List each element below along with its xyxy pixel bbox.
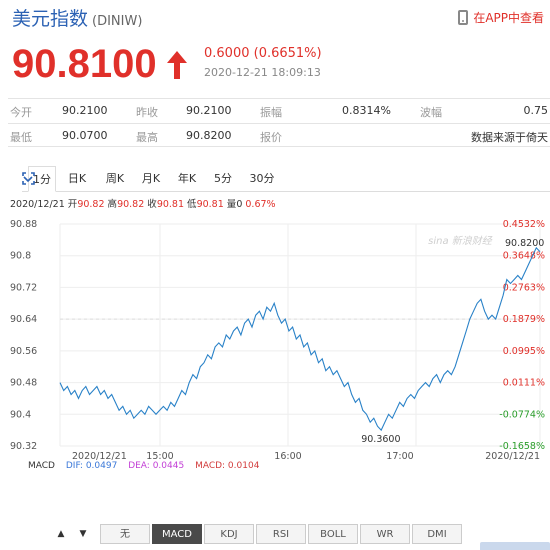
stat-label: 今开: [10, 106, 32, 119]
open-in-app-label: 在APP中查看: [473, 11, 544, 25]
indicator-none-button[interactable]: 无: [100, 524, 150, 544]
stats-row: 最低 90.0700 最高 90.8200 报价 数据来源于倚天: [8, 123, 550, 147]
pct-tick-label: 0.3648%: [503, 251, 545, 262]
y-tick-label: 90.8: [10, 251, 31, 262]
header: 美元指数 (DINIW) 在APP中查看: [0, 0, 550, 34]
pct-tick-label: -0.0774%: [499, 409, 545, 420]
stat-value: 90.8200: [186, 129, 232, 142]
stat-value: 0.75: [523, 104, 549, 117]
y-tick-label: 90.56: [10, 346, 37, 357]
tab-5min[interactable]: 5分: [214, 172, 232, 185]
stat-value: 90.2100: [62, 104, 108, 117]
info-date: 2020/12/21: [10, 199, 65, 210]
y-tick-label: 90.72: [10, 282, 37, 293]
tab-30min[interactable]: 30分: [249, 172, 275, 185]
price-line: [59, 246, 541, 432]
symbol-code: (DINIW): [92, 14, 143, 29]
pct-tick-label: 0.0111%: [503, 378, 545, 389]
stat-label: 报价: [260, 131, 282, 144]
period-tabs: 1分 日K 周K 月K 年K 5分 30分: [22, 166, 550, 192]
x-axis-labels: 2020/12/21 15:00 16:00 17:00 2020/12/21: [72, 451, 540, 462]
info-open-label: 开: [67, 199, 78, 210]
bottom-bar-partial: [480, 542, 550, 550]
indicator-wr-button[interactable]: WR: [360, 524, 410, 544]
quote-timestamp: 2020-12-21 18:09:13: [204, 66, 321, 79]
info-pct: 0.67%: [245, 199, 276, 210]
tab-monthly[interactable]: 月K: [141, 172, 161, 185]
indicator-rsi-button[interactable]: RSI: [256, 524, 306, 544]
info-close: 90.81: [156, 199, 185, 210]
quote-summary: 90.8100 0.6000 (0.6651%) 2020-12-21 18:0…: [0, 38, 550, 88]
page-title: 美元指数 (DINIW): [12, 4, 142, 31]
prev-indicator-button[interactable]: ▲: [57, 529, 65, 539]
info-vol-label: 量: [226, 199, 237, 210]
stat-label: 最高: [136, 131, 158, 144]
stat-label: 波幅: [420, 106, 442, 119]
chart-grid: [59, 223, 541, 447]
y-tick-label: 90.4: [10, 409, 31, 420]
macd-dea: DEA: 0.0445: [128, 461, 185, 471]
x-tick-label: 16:00: [274, 451, 301, 462]
stat-value: 90.0700: [62, 129, 108, 142]
pct-tick-label: 0.4532%: [503, 219, 545, 230]
pct-tick-label: 0.2763%: [503, 282, 545, 293]
y-tick-label: 90.32: [10, 441, 37, 452]
open-in-app-link[interactable]: 在APP中查看: [458, 9, 544, 26]
info-low: 90.81: [196, 199, 224, 210]
indicator-kdj-button[interactable]: KDJ: [204, 524, 254, 544]
y-tick-label: 90.64: [10, 314, 37, 325]
pct-axis-labels: 0.4532% 0.3648% 0.2763% 0.1879% 0.0995% 0.011…: [499, 219, 545, 452]
info-vol: 0: [236, 199, 243, 210]
stat-label: 振幅: [260, 106, 282, 119]
y-axis-labels: 90.88 90.8 90.72 90.64 90.56 90.48 90.4 90.32: [10, 219, 37, 452]
macd-value: MACD: 0.0104: [195, 461, 260, 471]
x-tick-label: 2020/12/21: [485, 451, 540, 462]
info-high-label: 高: [107, 199, 118, 210]
pct-tick-label: -0.1658%: [499, 441, 545, 452]
title-text: 美元指数: [12, 8, 89, 30]
info-open: 90.82: [77, 199, 105, 210]
chevron-down-icon[interactable]: [22, 173, 34, 185]
stats-row: 今开 90.2100 昨收 90.2100 振幅 0.8314% 波幅 0.75: [8, 98, 550, 122]
stats-table: 今开 90.2100 昨收 90.2100 振幅 0.8314% 波幅 0.75…: [8, 98, 550, 150]
pct-tick-label: 0.0995%: [503, 346, 545, 357]
phone-icon: [458, 10, 469, 25]
info-high: 90.82: [117, 199, 145, 210]
next-indicator-button[interactable]: ▼: [79, 529, 87, 539]
watermark: sina 新浪财经: [428, 235, 493, 247]
stat-value: 90.2100: [186, 104, 232, 117]
stat-label: 昨收: [136, 106, 158, 119]
fullscreen-icon[interactable]: [22, 172, 35, 185]
stat-value: 数据来源于倚天: [471, 131, 548, 144]
macd-legend: MACD DIF: 0.0497 DEA: 0.0445 MACD: 0.010…: [28, 461, 267, 471]
arrow-up-icon: [167, 51, 187, 79]
macd-dif: DIF: 0.0497: [65, 461, 118, 471]
low-marker-label: 90.3600: [361, 434, 400, 445]
ohlc-info-bar: 2020/12/21 开90.82 高90.82 收90.81 低90.81 量…: [10, 196, 276, 210]
indicator-macd-button[interactable]: MACD: [152, 524, 202, 544]
x-tick-label: 15:00: [146, 451, 173, 462]
tab-weekly[interactable]: 周K: [105, 172, 125, 185]
indicator-boll-button[interactable]: BOLL: [308, 524, 358, 544]
tab-yearly[interactable]: 年K: [177, 172, 197, 185]
indicator-toolbar: ▲ ▼ 无 MACD KDJ RSI BOLL WR DMI: [50, 524, 550, 544]
macd-title: MACD: [28, 461, 55, 471]
intraday-chart[interactable]: 90.88 90.8 90.72 90.64 90.56 90.48 90.4 90.32 0…: [0, 0, 550, 470]
tab-daily[interactable]: 日K: [67, 172, 87, 185]
info-low-label: 低: [187, 199, 197, 210]
current-price: 90.8100: [12, 42, 157, 86]
high-marker-label: 90.8200: [505, 238, 544, 249]
x-tick-label: 17:00: [386, 451, 413, 462]
stat-value: 0.8314%: [342, 104, 391, 117]
stat-label: 最低: [10, 131, 32, 144]
pct-tick-label: 0.1879%: [503, 314, 545, 325]
price-change: 0.6000 (0.6651%): [204, 46, 322, 61]
y-tick-label: 90.48: [10, 378, 37, 389]
indicator-dmi-button[interactable]: DMI: [412, 524, 462, 544]
y-tick-label: 90.88: [10, 219, 37, 230]
tab-1min[interactable]: 1分: [28, 166, 56, 192]
info-close-label: 收: [147, 199, 157, 210]
x-tick-label: 2020/12/21: [72, 451, 127, 462]
